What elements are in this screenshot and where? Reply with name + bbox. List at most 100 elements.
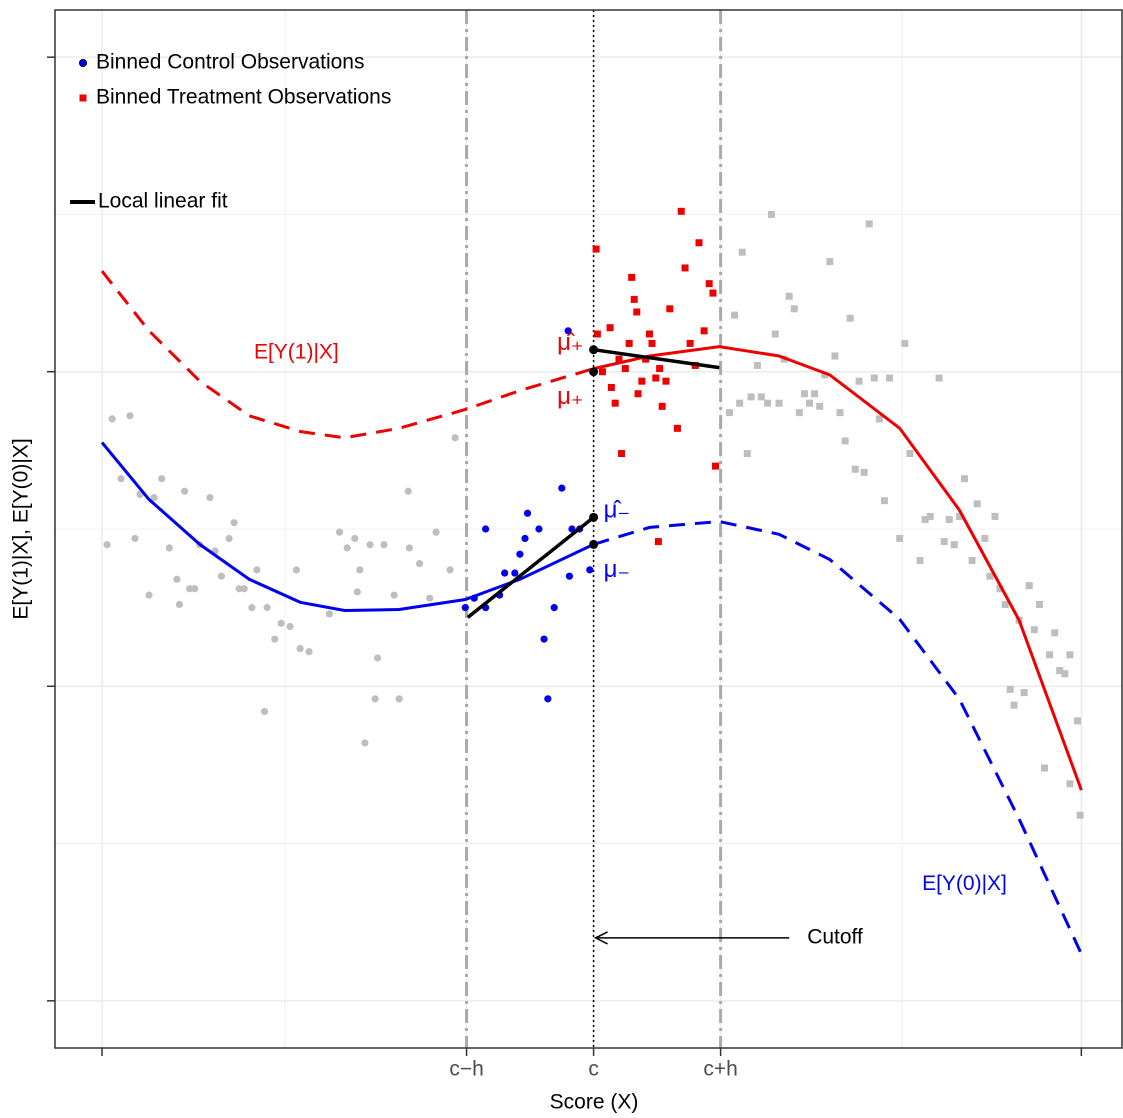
point <box>926 512 934 520</box>
point <box>482 525 490 533</box>
point <box>405 544 413 552</box>
point <box>981 534 989 542</box>
point <box>353 588 361 596</box>
point <box>415 560 424 568</box>
point <box>248 604 256 612</box>
point <box>173 575 181 583</box>
point <box>795 409 803 417</box>
point <box>521 534 529 543</box>
point <box>225 534 233 543</box>
arrow-label: Cutoff <box>807 925 863 948</box>
point <box>738 248 746 256</box>
x-tick-label: c−h <box>449 1058 483 1081</box>
point <box>374 654 382 662</box>
point <box>628 273 636 281</box>
point <box>1010 701 1018 709</box>
x-tick-label: c+h <box>703 1058 737 1081</box>
point <box>361 739 369 747</box>
estimate-label: μ̂₋ <box>604 497 631 524</box>
point <box>816 402 824 410</box>
point <box>1006 685 1014 693</box>
point <box>325 610 333 618</box>
point <box>747 393 755 401</box>
point <box>343 544 351 552</box>
point <box>652 374 660 382</box>
legend-swatch <box>79 59 88 68</box>
x-tick-label: c <box>588 1058 599 1081</box>
estimate-label: μ₋ <box>604 556 631 583</box>
point <box>870 374 878 382</box>
point <box>860 468 868 476</box>
point <box>901 339 909 347</box>
point <box>191 585 199 593</box>
point <box>654 538 662 546</box>
point <box>645 330 653 338</box>
point <box>240 585 248 593</box>
point <box>260 707 269 716</box>
point <box>1020 689 1028 697</box>
point <box>648 339 656 347</box>
point <box>292 566 300 574</box>
point <box>896 534 904 542</box>
point <box>611 399 619 407</box>
point <box>771 330 779 338</box>
point <box>709 289 717 297</box>
point <box>666 305 674 313</box>
point <box>451 434 459 442</box>
point <box>945 516 953 524</box>
point <box>775 399 783 407</box>
point <box>180 487 189 495</box>
point <box>826 258 834 266</box>
point <box>615 355 623 363</box>
point <box>1061 670 1069 678</box>
point <box>150 493 158 502</box>
point <box>404 487 412 495</box>
point <box>916 556 924 564</box>
point <box>725 409 733 417</box>
point <box>523 509 532 517</box>
point <box>757 393 765 401</box>
point <box>1046 651 1054 659</box>
point <box>886 374 894 382</box>
point <box>673 424 681 432</box>
point <box>175 600 184 609</box>
point <box>712 462 720 470</box>
point <box>277 619 285 627</box>
legend-label: Local linear fit <box>98 190 228 213</box>
point <box>253 566 261 574</box>
point <box>686 339 694 347</box>
point <box>821 371 829 379</box>
point <box>1035 600 1043 608</box>
estimate-label: μ₊ <box>557 383 584 410</box>
point <box>950 541 958 549</box>
estimate-point <box>589 345 599 355</box>
point <box>126 412 134 420</box>
point <box>103 541 111 549</box>
point <box>935 374 943 382</box>
point <box>305 648 313 656</box>
point <box>606 324 614 332</box>
curve-label: E[Y(0)|X] <box>922 872 1007 895</box>
point <box>501 569 509 577</box>
point <box>960 475 968 483</box>
point <box>461 604 469 612</box>
point <box>296 644 304 653</box>
point <box>851 465 859 473</box>
point <box>656 365 664 373</box>
point <box>785 292 793 300</box>
point <box>906 450 914 458</box>
point <box>705 280 713 288</box>
estimate-point <box>589 512 599 522</box>
point <box>841 437 849 445</box>
point <box>811 390 819 398</box>
point <box>996 585 1004 593</box>
point <box>371 695 379 703</box>
point <box>955 512 963 520</box>
plot-frame <box>54 9 1123 1049</box>
point <box>753 361 761 369</box>
point <box>390 591 398 599</box>
point <box>271 635 279 643</box>
point <box>535 525 543 533</box>
point <box>131 534 139 543</box>
